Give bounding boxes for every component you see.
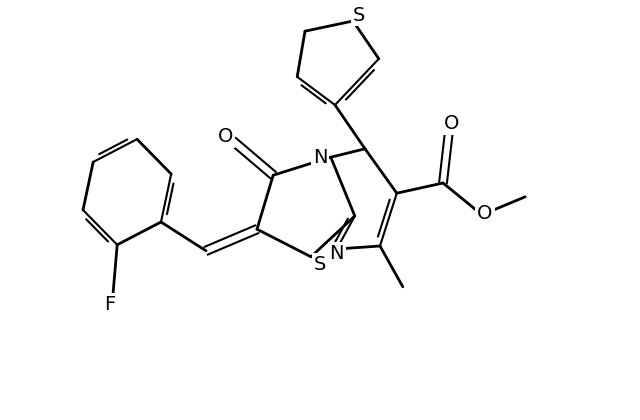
Text: F: F — [104, 295, 116, 314]
Text: S: S — [314, 255, 326, 273]
Text: O: O — [477, 204, 493, 223]
Text: O: O — [218, 127, 234, 146]
Text: O: O — [444, 114, 460, 133]
Text: N: N — [313, 148, 327, 167]
Text: S: S — [353, 5, 365, 24]
Text: N: N — [330, 244, 344, 263]
